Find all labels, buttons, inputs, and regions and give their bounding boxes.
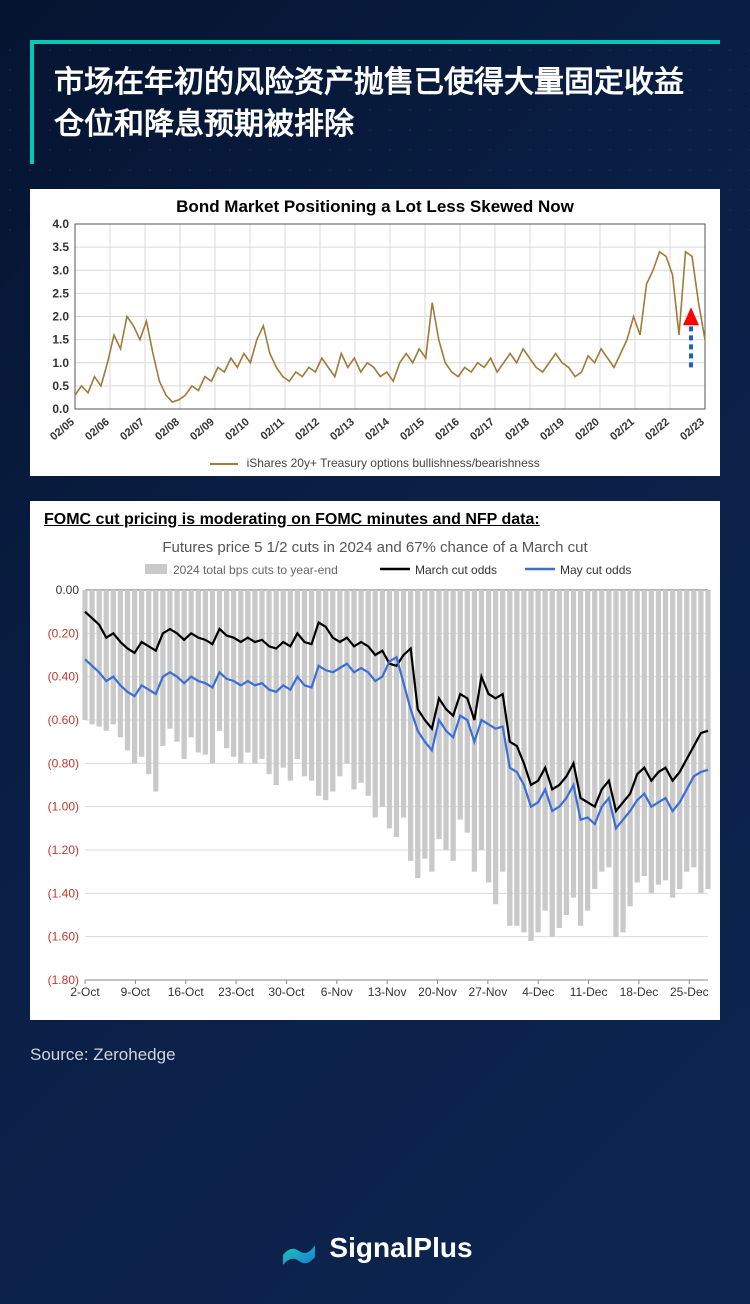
svg-text:02/09: 02/09 — [188, 416, 217, 443]
svg-text:02/16: 02/16 — [433, 416, 462, 443]
svg-text:2.5: 2.5 — [52, 286, 69, 300]
svg-text:18-Dec: 18-Dec — [620, 985, 659, 999]
svg-text:9-Oct: 9-Oct — [121, 985, 151, 999]
chart1-svg: 0.00.51.01.52.02.53.03.54.002/0502/0602/… — [30, 219, 720, 454]
svg-text:(1.20): (1.20) — [48, 843, 79, 857]
svg-text:30-Oct: 30-Oct — [268, 985, 305, 999]
chart1-legend-text: iShares 20y+ Treasury options bullishnes… — [247, 456, 540, 470]
svg-text:02/15: 02/15 — [398, 416, 427, 443]
svg-text:0.00: 0.00 — [56, 583, 80, 597]
svg-text:(0.60): (0.60) — [48, 713, 79, 727]
svg-text:27-Nov: 27-Nov — [469, 985, 508, 999]
svg-text:(1.40): (1.40) — [48, 886, 79, 900]
svg-text:4.0: 4.0 — [52, 219, 69, 231]
svg-text:02/07: 02/07 — [118, 416, 147, 443]
svg-text:02/06: 02/06 — [83, 416, 112, 443]
svg-text:0.0: 0.0 — [52, 402, 69, 416]
svg-text:02/21: 02/21 — [608, 416, 637, 443]
svg-text:6-Nov: 6-Nov — [321, 985, 353, 999]
svg-text:May cut odds: May cut odds — [560, 563, 631, 577]
footer-brand: SignalPlus — [0, 1227, 750, 1269]
svg-text:02/19: 02/19 — [538, 416, 567, 443]
svg-text:02/20: 02/20 — [573, 416, 602, 443]
svg-text:02/23: 02/23 — [678, 416, 707, 443]
chart1-legend: iShares 20y+ Treasury options bullishnes… — [30, 454, 720, 476]
chart-bond-positioning: Bond Market Positioning a Lot Less Skewe… — [30, 189, 720, 476]
svg-text:02/14: 02/14 — [363, 416, 392, 443]
svg-text:1.0: 1.0 — [52, 356, 69, 370]
brand-text: SignalPlus — [329, 1232, 472, 1264]
svg-text:2-Oct: 2-Oct — [70, 985, 100, 999]
svg-text:2.0: 2.0 — [52, 310, 69, 324]
source-citation: Source: Zerohedge — [30, 1045, 720, 1065]
svg-text:20-Nov: 20-Nov — [418, 985, 457, 999]
svg-text:(1.00): (1.00) — [48, 800, 79, 814]
svg-text:25-Dec: 25-Dec — [670, 985, 709, 999]
svg-text:02/17: 02/17 — [468, 416, 497, 443]
svg-text:02/13: 02/13 — [328, 416, 357, 443]
svg-text:0.5: 0.5 — [52, 379, 69, 393]
svg-text:(1.60): (1.60) — [48, 930, 79, 944]
svg-text:3.5: 3.5 — [52, 240, 69, 254]
svg-text:02/05: 02/05 — [48, 416, 77, 443]
svg-text:2024 total bps cuts to year-en: 2024 total bps cuts to year-end — [173, 563, 338, 577]
svg-text:02/22: 02/22 — [643, 416, 672, 443]
svg-text:3.0: 3.0 — [52, 263, 69, 277]
svg-text:11-Dec: 11-Dec — [570, 985, 608, 999]
chart1-title: Bond Market Positioning a Lot Less Skewe… — [30, 189, 720, 219]
svg-text:(0.40): (0.40) — [48, 670, 79, 684]
svg-text:02/10: 02/10 — [223, 416, 252, 443]
svg-text:02/18: 02/18 — [503, 416, 532, 443]
svg-text:02/12: 02/12 — [293, 416, 322, 443]
svg-text:March cut odds: March cut odds — [415, 563, 497, 577]
chart2-heading: FOMC cut pricing is moderating on FOMC m… — [30, 501, 720, 533]
chart-fomc-pricing: FOMC cut pricing is moderating on FOMC m… — [30, 501, 720, 1020]
svg-text:16-Oct: 16-Oct — [168, 985, 205, 999]
page-title: 市场在年初的风险资产抛售已使得大量固定收益仓位和降息预期被排除 — [54, 62, 710, 146]
chart2-subtitle: Futures price 5 1/2 cuts in 2024 and 67%… — [30, 533, 720, 560]
chart1-legend-swatch — [210, 463, 238, 465]
svg-text:02/11: 02/11 — [259, 416, 287, 442]
svg-text:02/08: 02/08 — [153, 416, 182, 443]
svg-text:1.5: 1.5 — [52, 333, 69, 347]
svg-text:13-Nov: 13-Nov — [368, 985, 407, 999]
svg-text:(0.20): (0.20) — [48, 626, 79, 640]
chart2-svg: 2024 total bps cuts to year-end March cut… — [30, 560, 720, 1010]
svg-text:23-Oct: 23-Oct — [218, 985, 255, 999]
brand-icon — [277, 1227, 319, 1269]
svg-text:(0.80): (0.80) — [48, 756, 79, 770]
svg-text:4-Dec: 4-Dec — [522, 985, 554, 999]
header-block: 市场在年初的风险资产抛售已使得大量固定收益仓位和降息预期被排除 — [30, 40, 720, 164]
